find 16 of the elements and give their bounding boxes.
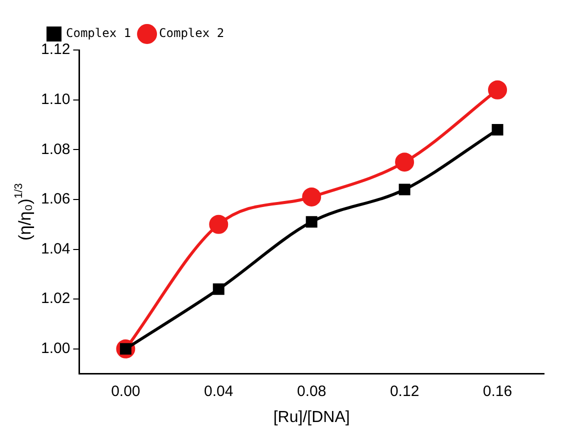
x-tick-label: 0.16 (482, 382, 512, 400)
x-axis-title: [Ru]/[DNA] (273, 408, 350, 426)
y-tick-label: 1.08 (40, 140, 70, 158)
y-tick-label: 1.04 (40, 240, 70, 258)
y-tick-label: 1.02 (40, 290, 70, 308)
legend-label: Complex 1 (66, 26, 132, 40)
x-tick-label: 0.08 (296, 382, 326, 400)
y-tick-label: 1.00 (40, 340, 70, 358)
y-axis-title: (η/η₀)1/3 (13, 183, 35, 241)
x-tick-label: 0.04 (204, 382, 234, 400)
y-tick-label: 1.12 (40, 41, 70, 58)
legend-label: Complex 2 (159, 26, 224, 40)
y-tick-label: 1.10 (40, 90, 70, 108)
x-tick-label: 0.00 (111, 382, 140, 400)
y-tick-label: 1.06 (40, 190, 70, 208)
x-tick-label: 0.12 (390, 382, 420, 400)
